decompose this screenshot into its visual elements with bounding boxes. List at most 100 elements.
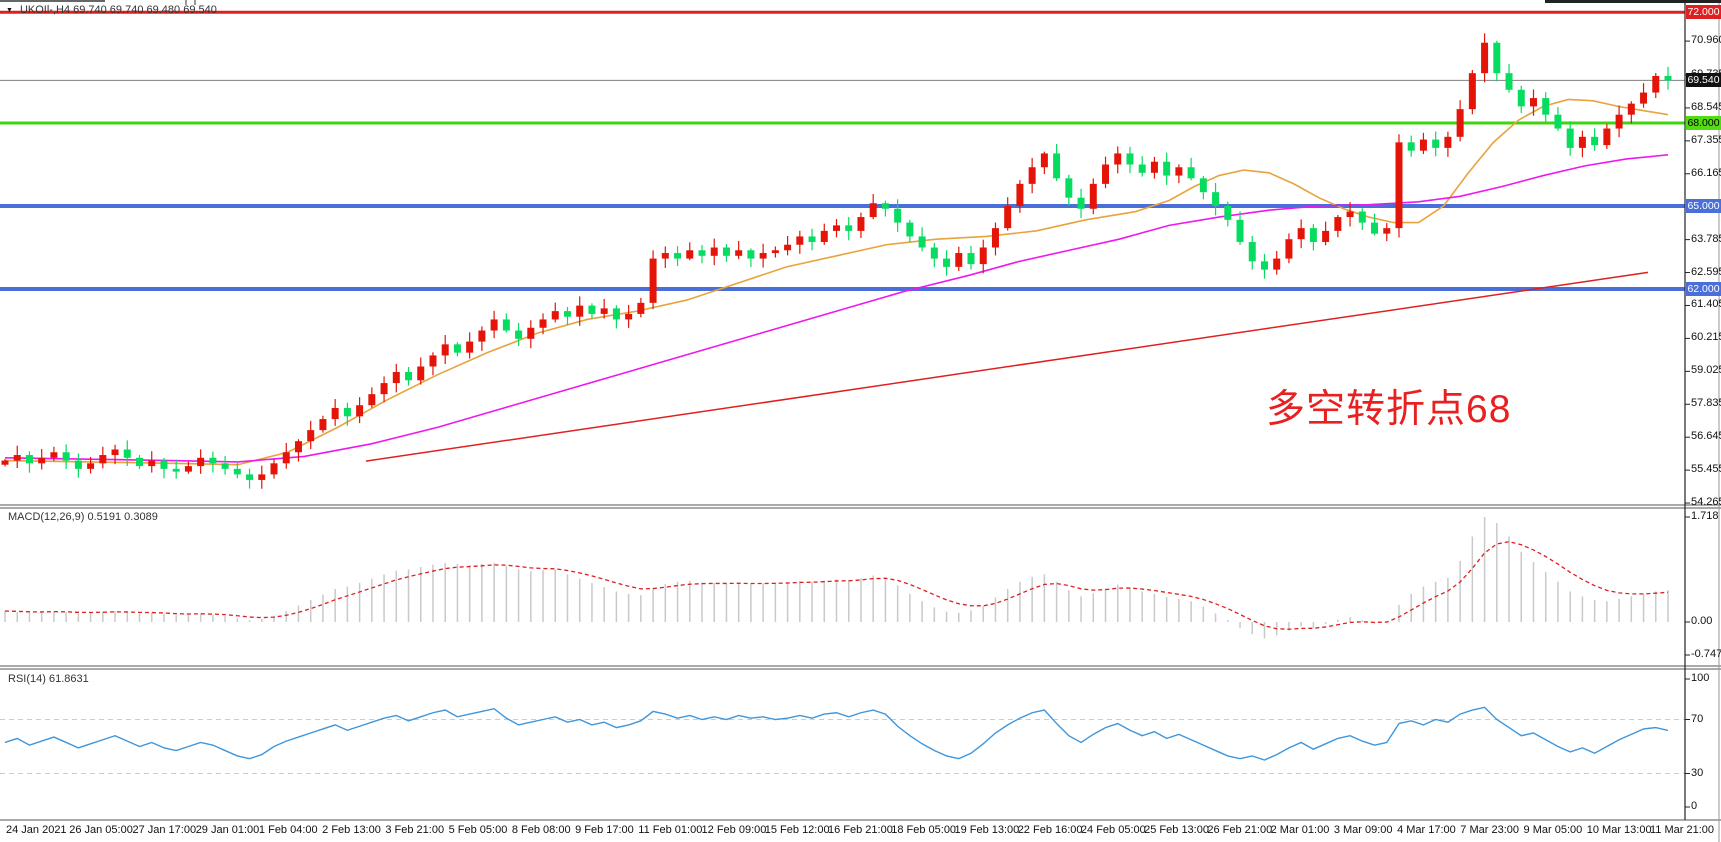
time-axis-label: 8 Feb 08:00: [511, 824, 571, 836]
time-axis-label: 16 Feb 21:00: [828, 824, 893, 836]
candle-body: [1285, 239, 1293, 259]
rsi-tick-label: 100: [1691, 672, 1710, 684]
candle-body: [1126, 153, 1134, 165]
candle-body: [637, 302, 645, 314]
price-level-badge: 62.000: [1686, 282, 1721, 296]
candle-body: [1053, 153, 1061, 179]
candle-body: [906, 222, 914, 237]
candle-body: [1493, 42, 1501, 74]
candle-body: [1, 460, 9, 465]
time-axis-label: 18 Feb 05:00: [891, 824, 957, 836]
chart-annotation-text[interactable]: 多空转折点68: [1266, 388, 1512, 431]
candle-body: [1138, 164, 1146, 173]
candle-body: [1309, 228, 1317, 242]
candle-body: [478, 330, 486, 342]
candle-body: [894, 208, 902, 223]
candle-body: [735, 250, 743, 256]
candle-body: [1150, 161, 1158, 173]
candle-body: [1505, 73, 1513, 90]
candle-body: [674, 253, 682, 259]
candle-body: [221, 463, 229, 469]
price-tick-label: 55.455: [1691, 463, 1721, 476]
candle-body: [1664, 75, 1672, 81]
price-tick-label: 60.215: [1691, 331, 1721, 344]
candle-body: [551, 311, 559, 320]
candle-body: [1273, 258, 1281, 270]
candle-body: [845, 225, 853, 231]
candle-body: [612, 308, 620, 320]
price-tick-label: 54.265: [1691, 496, 1721, 509]
candle-body: [1419, 139, 1427, 151]
candle-body: [747, 250, 755, 259]
toolbar-remnant: [1545, 0, 1721, 3]
time-axis-label: 2 Mar 01:00: [1270, 824, 1330, 836]
candle-body: [1358, 211, 1366, 223]
chart-title: ▼ UKOIl-,H4 69.740 69.740 69.480 69.540: [6, 4, 217, 16]
candle-body: [1187, 167, 1195, 179]
candle-body: [1640, 92, 1648, 104]
candle-body: [1529, 98, 1537, 107]
candle-body: [502, 319, 510, 331]
candle-body: [563, 311, 571, 317]
candle-body: [1040, 153, 1048, 168]
price-tick-label: 70.960: [1691, 34, 1721, 47]
candle-body: [576, 305, 584, 317]
rsi-tick-label: 0: [1691, 800, 1698, 812]
candle-body: [123, 449, 131, 458]
candle-body: [930, 247, 938, 259]
candle-body: [1468, 73, 1476, 110]
candle-body: [209, 457, 217, 464]
candle-body: [1346, 211, 1354, 218]
candle-body: [1432, 139, 1440, 148]
candle-body: [270, 463, 278, 475]
candle-body: [1077, 197, 1085, 209]
candle-body: [820, 230, 828, 242]
candle-body: [1383, 228, 1391, 234]
candle-body: [1004, 206, 1012, 229]
candle-body: [1481, 42, 1489, 74]
candle-body: [1542, 98, 1550, 115]
candle-body: [857, 217, 865, 231]
macd-signal-line: [4, 541, 1669, 630]
rsi-tick-label: 70: [1691, 712, 1704, 725]
candle-body: [1102, 164, 1110, 184]
price-tick-label: 66.165: [1691, 166, 1721, 179]
time-axis-label: 10 Mar 13:00: [1586, 824, 1652, 836]
candle-body: [686, 250, 694, 259]
candle-body: [319, 419, 327, 431]
candle-body: [1456, 109, 1464, 137]
candle-body: [13, 455, 21, 461]
candle-body: [246, 474, 254, 480]
candle-body: [331, 407, 339, 420]
candle-body: [1212, 192, 1220, 206]
price-tick-label: 67.355: [1691, 133, 1721, 146]
symbol-ohlc-text: UKOIl-,H4 69.740 69.740 69.480 69.540: [19, 4, 217, 16]
candle-body: [1627, 103, 1635, 115]
time-axis-label: 4 Mar 17:00: [1397, 824, 1456, 836]
candle-body: [307, 430, 315, 442]
price-tick-label: 68.545: [1691, 100, 1721, 113]
candle-body: [453, 344, 461, 353]
candle-body: [74, 460, 82, 469]
candle-body: [1371, 222, 1379, 234]
candle-body: [184, 466, 192, 472]
candle-body: [368, 394, 376, 406]
collapse-triangle-icon[interactable]: ▼: [6, 6, 13, 14]
candle-body: [343, 407, 351, 417]
macd-tick-label: -0.7475: [1691, 648, 1721, 660]
candle-body: [1652, 75, 1660, 93]
candle-body: [99, 455, 107, 464]
candle-body: [62, 452, 70, 461]
time-axis-label: 12 Feb 09:00: [701, 824, 767, 836]
candle-body: [1236, 219, 1244, 242]
candle-body: [943, 258, 951, 267]
candle-body: [380, 383, 388, 395]
candle-body: [1603, 128, 1611, 146]
candle-body: [1578, 136, 1586, 148]
candle-body: [25, 455, 33, 464]
time-axis-label: 11 Mar 21:00: [1650, 824, 1715, 836]
candle-body: [539, 319, 547, 328]
rsi-tick-label: 30: [1691, 766, 1704, 779]
candle-body: [233, 468, 241, 475]
